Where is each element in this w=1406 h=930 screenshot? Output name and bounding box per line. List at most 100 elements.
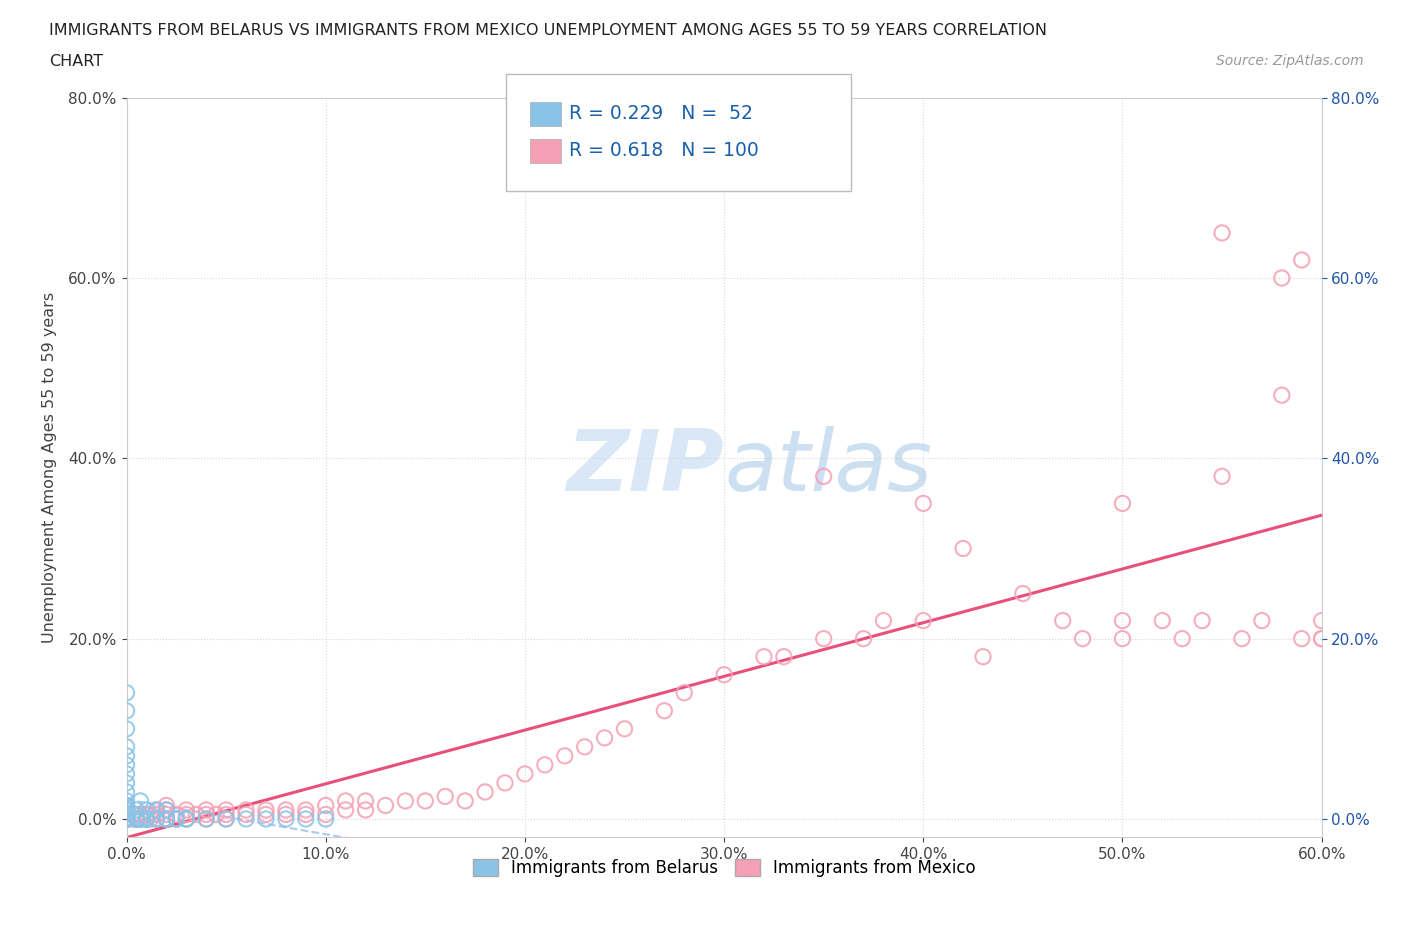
Point (215, 812, 238, 827)
Point (254, 807, 277, 822)
Point (115, 776, 138, 790)
Point (294, 803, 316, 817)
Point (174, 812, 197, 827)
Point (135, 812, 157, 827)
Point (115, 793, 138, 808)
Point (115, 798, 138, 813)
Point (1211, 225, 1233, 240)
Point (205, 807, 228, 822)
Point (121, 812, 143, 827)
Point (513, 766, 536, 781)
Point (274, 803, 297, 817)
Point (115, 803, 138, 817)
Point (912, 613, 935, 628)
Point (315, 812, 337, 827)
Point (135, 803, 157, 817)
Point (254, 812, 277, 827)
Point (215, 803, 238, 817)
Point (1152, 613, 1174, 628)
Point (125, 812, 148, 827)
Point (125, 812, 148, 827)
Point (952, 541, 974, 556)
Point (174, 803, 197, 817)
Point (115, 812, 138, 827)
Text: CHART: CHART (49, 54, 103, 69)
Point (254, 803, 277, 817)
Point (1310, 631, 1333, 646)
Point (145, 812, 167, 827)
Point (215, 807, 238, 822)
Point (186, 807, 208, 822)
Point (145, 812, 167, 827)
Point (115, 766, 138, 781)
Point (115, 812, 138, 827)
Point (752, 649, 775, 664)
Point (125, 803, 148, 817)
Point (1291, 253, 1313, 268)
Point (165, 812, 187, 827)
Point (115, 812, 138, 827)
Point (129, 812, 152, 827)
Point (135, 812, 157, 827)
Point (274, 807, 297, 822)
Point (813, 469, 835, 484)
Point (174, 807, 197, 822)
Point (235, 803, 257, 817)
Point (1052, 613, 1074, 628)
Point (115, 812, 138, 827)
Point (155, 812, 177, 827)
Point (195, 812, 218, 827)
Point (354, 803, 377, 817)
Point (174, 812, 197, 827)
Point (135, 807, 157, 822)
Point (125, 812, 148, 827)
Point (155, 803, 177, 817)
Point (215, 812, 238, 827)
Point (115, 812, 138, 827)
Point (1071, 631, 1094, 646)
Point (494, 776, 516, 790)
Point (125, 812, 148, 827)
Point (294, 807, 316, 822)
Point (155, 807, 177, 822)
Point (145, 803, 167, 817)
Point (533, 757, 555, 772)
Point (1271, 271, 1294, 286)
Point (145, 807, 167, 822)
Point (813, 631, 835, 646)
Point (613, 722, 636, 737)
Point (315, 807, 337, 822)
Point (115, 801, 138, 816)
Point (121, 807, 143, 822)
Point (165, 812, 187, 827)
Point (115, 785, 138, 800)
Point (554, 749, 576, 764)
Text: atlas: atlas (724, 426, 932, 509)
Point (129, 807, 152, 822)
Point (195, 803, 218, 817)
Point (115, 812, 138, 827)
Point (872, 613, 894, 628)
Point (1291, 631, 1313, 646)
Point (593, 730, 616, 745)
Point (1191, 613, 1213, 628)
Point (115, 739, 138, 754)
Point (155, 812, 177, 827)
Point (1111, 631, 1133, 646)
Point (335, 793, 357, 808)
Point (1171, 631, 1194, 646)
Point (713, 667, 735, 682)
Point (474, 785, 496, 800)
Point (129, 812, 152, 827)
Point (912, 496, 935, 511)
Point (115, 812, 138, 827)
Point (434, 789, 457, 804)
Point (235, 807, 257, 822)
Point (135, 812, 157, 827)
Text: ZIP: ZIP (567, 426, 724, 509)
Point (115, 807, 138, 822)
Text: IMMIGRANTS FROM BELARUS VS IMMIGRANTS FROM MEXICO UNEMPLOYMENT AMONG AGES 55 TO : IMMIGRANTS FROM BELARUS VS IMMIGRANTS FR… (49, 23, 1047, 38)
Point (195, 807, 218, 822)
Point (413, 793, 436, 808)
Text: Source: ZipAtlas.com: Source: ZipAtlas.com (1216, 54, 1364, 68)
